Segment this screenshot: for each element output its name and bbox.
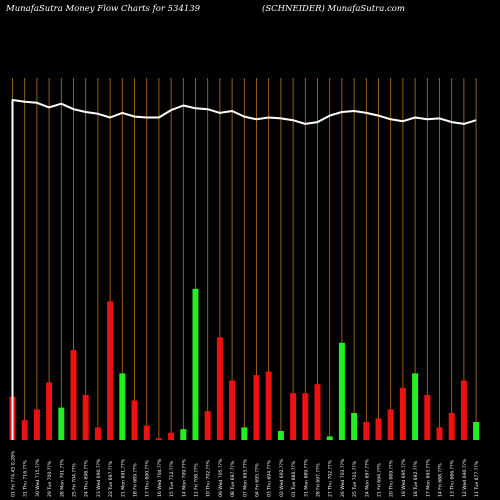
- price-line-path: [11, 99, 477, 440]
- x-tick-label: 21 Fri 694.??%: [377, 463, 383, 497]
- x-tick-label: 31 Mon 689.??%: [303, 458, 309, 497]
- x-tick-label: 31 Thu 716.??%: [23, 460, 29, 497]
- x-tick-label: 11 Tue 677.??%: [474, 460, 480, 497]
- x-tick-label: 25 Fri 704.??%: [72, 463, 78, 497]
- x-tick-label: 17 Mon 693.??%: [425, 458, 431, 497]
- x-tick-label: 20 Thu 689.??%: [389, 460, 395, 497]
- bar: [58, 407, 65, 440]
- bar: [424, 395, 431, 440]
- bar-series: [9, 288, 480, 440]
- x-tick-label: 30 Wed 715.??%: [35, 458, 41, 497]
- bar: [229, 380, 236, 440]
- grid-lines: [12, 78, 477, 440]
- bar: [338, 342, 345, 440]
- x-tick-label: 23 Wed 690.??%: [96, 458, 102, 497]
- bar: [375, 418, 382, 440]
- bar: [192, 288, 199, 440]
- bar: [302, 393, 309, 440]
- bar: [363, 422, 370, 440]
- bar: [131, 400, 138, 440]
- bar: [314, 384, 321, 440]
- x-tick-label: 27 Thu 702.??%: [328, 460, 334, 497]
- x-tick-label: 15 Tue 712.??%: [169, 460, 175, 497]
- x-tick-label: 29 Tue 700.??%: [47, 460, 53, 497]
- x-tick-label: 02 Wed 692.??%: [279, 458, 285, 497]
- bar: [448, 413, 455, 440]
- x-tick-label: 16 Wed 704.??%: [157, 458, 163, 497]
- x-tick-label: 07 Mon 693.??%: [242, 458, 248, 497]
- x-tick-label: 22 Tue 697.??%: [108, 460, 114, 497]
- bar: [180, 429, 187, 440]
- bar: [216, 337, 223, 440]
- x-tick-label: 01 Tue 686.??%: [291, 460, 297, 497]
- x-tick-label: 18 Fri 689.??%: [133, 463, 139, 497]
- bar: [277, 431, 284, 440]
- x-tick-label: 09 Wed 705.??%: [218, 458, 224, 497]
- bar: [290, 393, 297, 440]
- x-tick-label: 12 Wed 690.??%: [462, 458, 468, 497]
- x-tick-label: 14 Fri 688.??%: [438, 463, 444, 497]
- bar: [70, 350, 77, 440]
- bar: [204, 411, 211, 440]
- bar: [107, 301, 114, 440]
- bar: [119, 373, 126, 440]
- x-tick-label: 01 Fri 774.45 0.28%: [11, 450, 17, 497]
- bar: [143, 425, 150, 440]
- bar: [155, 438, 162, 440]
- x-tick-label: 24 Thu 698.??%: [84, 460, 90, 497]
- x-tick-label: 28 Mon 701.??%: [59, 458, 65, 497]
- bar: [33, 409, 40, 440]
- chart-title: MunafaSutra Money Flow Charts for 534139: [6, 4, 201, 14]
- bar: [46, 382, 53, 440]
- bar: [351, 413, 358, 440]
- x-tick-label: 03 Thu 694.??%: [267, 460, 273, 497]
- x-tick-label: 28 Fri 697.??%: [316, 463, 322, 497]
- bar: [326, 436, 333, 440]
- x-tick-label: 14 Mon 709.??%: [181, 458, 187, 497]
- x-tick-label: 25 Tue 701.??%: [352, 460, 358, 497]
- bar: [412, 373, 419, 440]
- x-tick-label: 21 Mon 691.??%: [120, 458, 126, 497]
- x-tick-label: 24 Mon 697.??%: [364, 458, 370, 497]
- bar: [82, 395, 89, 440]
- x-tick-label: 19 Wed 695.??%: [401, 458, 407, 497]
- chart-subtitle: (SCHNEIDER) MunafaSutra.com: [262, 4, 405, 14]
- bar: [473, 422, 480, 440]
- bar: [253, 375, 260, 440]
- bar: [460, 380, 467, 440]
- x-tick-label: 13 Thu 686.??%: [450, 460, 456, 497]
- bar: [265, 371, 272, 440]
- x-axis-labels: 01 Fri 774.45 0.28% 31 Thu 716.??% 30 Wed …: [11, 450, 481, 497]
- bar: [387, 409, 394, 440]
- x-tick-label: 11 Fri 708.??%: [194, 463, 200, 497]
- bar: [436, 427, 443, 440]
- x-tick-label: 08 Tue 697.??%: [230, 460, 236, 497]
- chart-header: MunafaSutra Money Flow Charts for 534139…: [0, 0, 500, 20]
- x-tick-label: 18 Tue 692.??%: [413, 460, 419, 497]
- x-tick-label: 17 Thu 690.??%: [145, 460, 151, 497]
- x-tick-label: 04 Fri 695.??%: [255, 463, 261, 497]
- x-tick-label: 26 Wed 703.??%: [340, 458, 346, 497]
- bar: [241, 427, 248, 440]
- bar: [399, 387, 406, 440]
- bar: [94, 427, 101, 440]
- x-tick-label: 10 Thu 702.??%: [206, 460, 212, 497]
- price-line: [11, 99, 477, 440]
- bar: [168, 432, 175, 440]
- bar: [21, 420, 28, 440]
